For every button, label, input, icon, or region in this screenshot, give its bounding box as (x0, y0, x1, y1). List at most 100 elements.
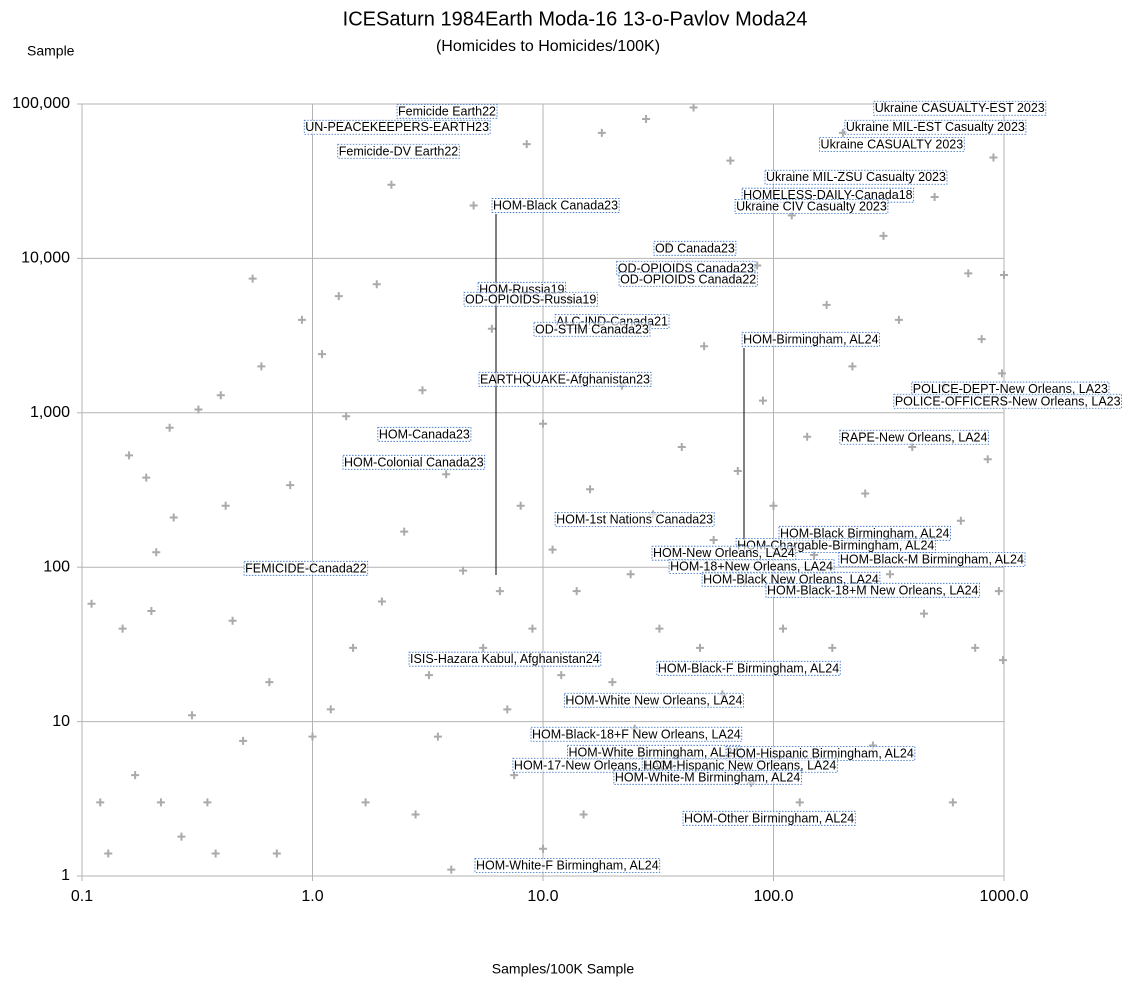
annotation: HOM-Black New Orleans, LA24 (701, 571, 881, 587)
point (579, 810, 588, 819)
annotation-label: HOM-Hispanic Birmingham, AL24 (727, 746, 914, 760)
annotation-box (893, 393, 1123, 409)
annotation-label: EARTHQUAKE-Afghanistan23 (480, 372, 650, 386)
annotation: HOM-Black Canada23 (491, 198, 620, 213)
point (194, 405, 203, 414)
annotation-label: Ukraine CASUALTY 2023 (821, 137, 964, 151)
annotation-label: HOM-Black-M Birmingham, AL24 (840, 552, 1024, 566)
annotation-label: HOM-White Birmingham, AL24 (568, 745, 739, 759)
annotation-label: HOM-Black-F Birmingham, AL24 (658, 661, 839, 675)
annotation: HOM-Black-F Birmingham, AL24 (656, 660, 841, 676)
annotation: HOM-1st Nations Canada23 (554, 511, 715, 527)
annotation: HOM-18+New Orleans, LA24 (668, 559, 835, 574)
point (147, 607, 156, 616)
annotation: Femicide-DV Earth22 (337, 143, 460, 159)
annotation-box (656, 660, 841, 676)
point (983, 455, 992, 464)
point (964, 269, 973, 278)
point (447, 865, 456, 874)
annotation: HOM-Hispanic New Orleans, LA24 (641, 757, 838, 773)
x-axis-label: Samples/100K Sample (492, 961, 635, 977)
point (894, 315, 903, 324)
annotation-label: UN-PEACEKEEPERS-EARTH23 (305, 120, 489, 134)
annotation-label: HOM-Black-18+F New Orleans, LA24 (532, 727, 741, 741)
annotation: HOM-17-New Orleans, LA24 (512, 757, 676, 773)
point (239, 736, 248, 745)
annotation-box (563, 692, 744, 708)
point (989, 153, 998, 162)
point (459, 566, 468, 575)
annotation-box (651, 545, 797, 561)
annotation-box (618, 271, 758, 287)
annotation: ISIS-Hazara Kabul, Afghanistan24 (408, 651, 602, 667)
point (997, 369, 1006, 378)
point (608, 678, 617, 687)
annotation: HOM-Other Birmingham, AL24 (682, 810, 856, 826)
annotation-label: HOM-Hispanic New Orleans, LA24 (643, 758, 836, 772)
x-tick-label: 1.0 (301, 888, 323, 905)
annotation: Femicide Earth22 (396, 103, 498, 119)
y-axis-label: Sample (27, 43, 75, 59)
annotation-box (491, 198, 620, 213)
point (548, 545, 557, 554)
point (479, 643, 488, 652)
point (626, 570, 635, 579)
point (286, 481, 295, 490)
annotation-box (533, 321, 651, 337)
annotation-label: FEMICIDE-Canada22 (245, 561, 367, 575)
annotation-label: HOM-Birmingham, AL24 (743, 332, 879, 346)
chart-title: ICESaturn 1984Earth Moda-16 13-o-Pavlov … (343, 8, 808, 30)
annotation: FEMICIDE-Canada22 (243, 560, 369, 576)
point (187, 711, 196, 720)
annotation: HOM-Hispanic Birmingham, AL24 (725, 745, 916, 761)
point (487, 324, 496, 333)
point (169, 513, 178, 522)
annotation-label: POLICE-DEPT-New Orleans, LA23 (913, 382, 1108, 396)
point (586, 485, 595, 494)
point (920, 609, 929, 618)
annotation-box (554, 511, 715, 527)
annotation: OD-STIM Canada23 (533, 321, 651, 337)
annotation: Ukraine MIL-ZSU Casualty 2023 (764, 169, 948, 185)
point (642, 114, 651, 123)
y-tick-label: 1 (61, 867, 70, 884)
annotation-label: Ukraine CIV Casualty 2023 (736, 199, 887, 213)
annotation-box (764, 169, 948, 185)
point (522, 140, 531, 149)
annotation-label: HOM-White-F Birmingham, AL24 (476, 858, 659, 872)
annotation-box (463, 291, 598, 307)
point (948, 798, 957, 807)
annotation-box (342, 454, 486, 470)
point (228, 616, 237, 625)
annotation-label: OD-OPIOIDS Canada23 (618, 261, 754, 275)
point (221, 501, 230, 510)
annotation-box (337, 143, 460, 159)
annotation: HOM-White New Orleans, LA24 (563, 692, 744, 708)
point (442, 470, 451, 479)
point (557, 671, 566, 680)
point (998, 656, 1007, 665)
annotation-box (396, 103, 498, 119)
grid: 0.1 1.0 10.0 100.0 1000.0 1 10 100 1,000 10,000 10… (12, 95, 1028, 905)
point (156, 798, 165, 807)
point (318, 350, 327, 359)
chart-subtitle: (Homicides to Homicides/100K) (436, 38, 660, 55)
point (377, 597, 386, 606)
point (977, 335, 986, 344)
point (433, 732, 442, 741)
annotation-label: HOM-Colonial Canada23 (344, 455, 484, 469)
annotations: Femicide Earth22 UN-PEACEKEEPERS-EARTH23 F… (243, 100, 1123, 873)
point (733, 466, 742, 475)
annotation-label: Ukraine MIL-EST Casualty 2023 (846, 120, 1025, 134)
annotation-box (613, 769, 802, 785)
annotation-box (839, 429, 989, 445)
annotation: HOM-White-F Birmingham, AL24 (474, 857, 661, 873)
point (696, 643, 705, 652)
annotation: HOM-Birmingham, AL24 (741, 331, 880, 347)
point (516, 501, 525, 510)
point (349, 643, 358, 652)
annotation-label: OD-OPIOIDS Canada22 (620, 272, 756, 286)
annotation-box (734, 198, 889, 214)
annotation-label: HOM-18+New Orleans, LA24 (670, 559, 833, 573)
